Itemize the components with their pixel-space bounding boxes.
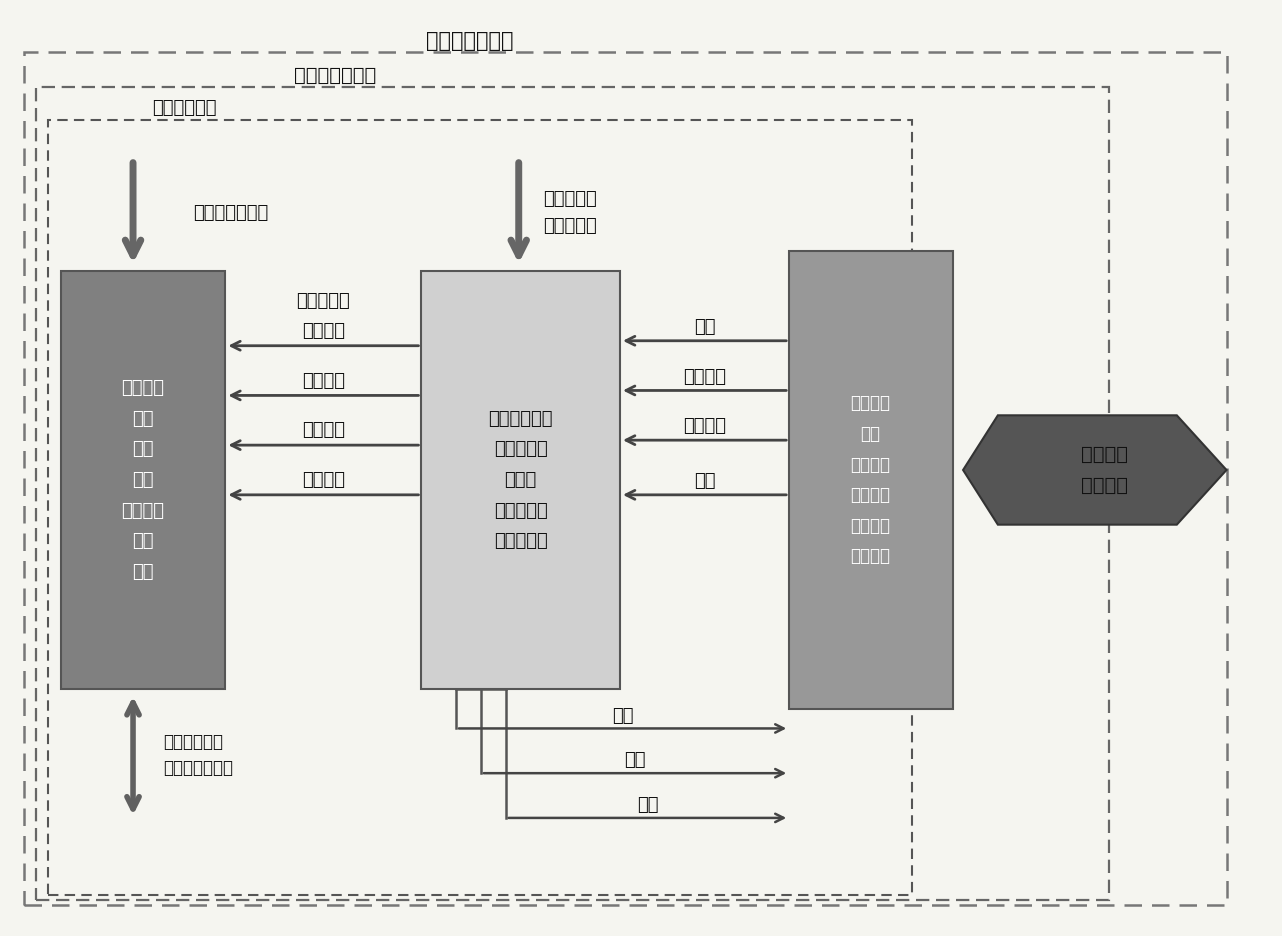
Bar [47,120,913,896]
Bar [62,271,226,689]
Text: 建筑净能量边界: 建筑净能量边界 [294,66,377,85]
Text: 热量: 热量 [624,752,646,769]
Text: 照明耗电: 照明耗电 [301,421,345,439]
Text: 能源的碳
排放
不同能源
的形式和
品位的碳
排放强度: 能源的碳 排放 不同能源 的形式和 品位的碳 排放强度 [851,394,891,565]
Text: 冷量: 冷量 [637,796,658,814]
Text: 设备耗电: 设备耗电 [301,471,345,489]
Bar [422,271,620,689]
Text: 燃料: 燃料 [694,472,715,490]
Text: 通过建筑围护
结构的能量交换: 通过建筑围护 结构的能量交换 [163,733,233,778]
Text: 电力: 电力 [694,318,715,336]
Text: 供冷负荷: 供冷负荷 [301,372,345,389]
Text: 供热负荷: 供热负荷 [301,322,345,340]
Text: 区域供冷: 区域供冷 [683,417,726,435]
Text: 太阳和内部得热: 太阳和内部得热 [192,203,268,222]
Text: 建筑物的
碳排放量: 建筑物的 碳排放量 [1081,445,1128,495]
Text: 净能源需求: 净能源需求 [296,292,350,310]
Text: 建筑碳排放边界: 建筑碳排放边界 [427,31,514,51]
Text: 可再生能源
提供的能量: 可再生能源 提供的能量 [544,190,597,235]
Text: 能源需求
供热
制冷
新风
生活热水
照明
设备: 能源需求 供热 制冷 新风 生活热水 照明 设备 [122,379,164,580]
Text: 电力: 电力 [612,707,633,724]
Polygon shape [963,416,1227,525]
Bar [790,251,953,709]
Bar [36,87,1109,900]
Text: 建筑能源系统
能量的使用
与生产
系统的转换
效率与损失: 建筑能源系统 能量的使用 与生产 系统的转换 效率与损失 [488,410,553,550]
Text: 区域供热: 区域供热 [683,368,726,386]
Text: 建筑能量边界: 建筑能量边界 [153,99,217,117]
